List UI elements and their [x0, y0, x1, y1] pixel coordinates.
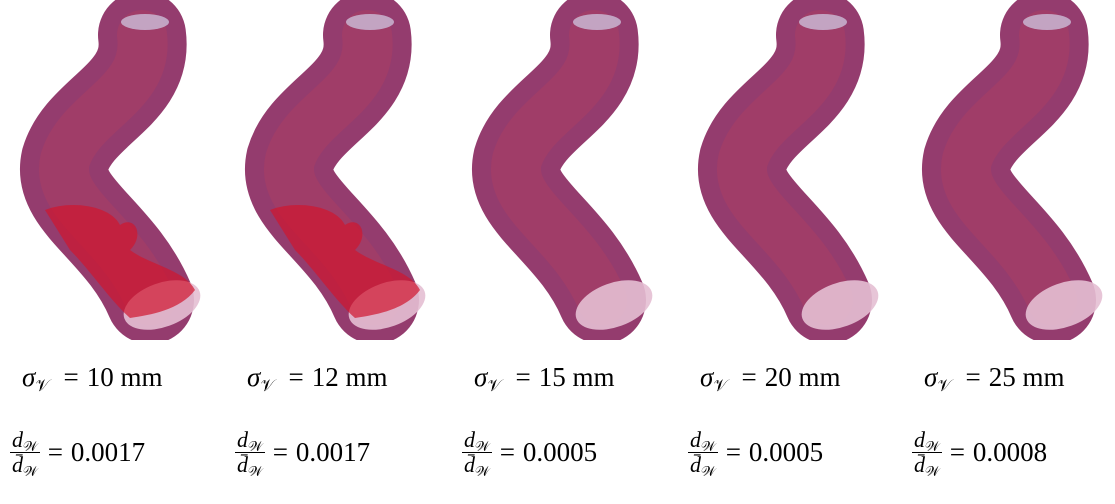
ratio-value: 0.0005	[523, 437, 597, 468]
equals: =	[289, 362, 304, 393]
sigma-value: 20 mm	[765, 362, 841, 393]
sigma-value: 15 mm	[539, 362, 615, 393]
numerator: d𝒲	[688, 428, 718, 453]
figure: σ𝒱=10 mmd𝒲d̄𝒲=0.0017σ𝒱=12 mmd𝒲d̄𝒲=0.0017…	[0, 0, 1115, 504]
equals: =	[48, 437, 63, 468]
denominator: d̄𝒲	[237, 453, 263, 477]
vessel	[45, 14, 207, 339]
equals: =	[966, 362, 981, 393]
numerator: d𝒲	[235, 428, 265, 453]
numerator: d𝒲	[10, 428, 40, 453]
w-sub: 𝒲	[475, 465, 490, 480]
d: d	[12, 427, 23, 452]
equals: =	[273, 437, 288, 468]
w-sub: 𝒲	[701, 440, 716, 455]
vessel	[966, 14, 1109, 339]
vessel-top	[573, 14, 621, 30]
equals: =	[726, 437, 741, 468]
w-sub: 𝒲	[248, 465, 263, 480]
sigma-symbol: σ	[247, 362, 260, 393]
d: d	[690, 427, 701, 452]
denominator: d̄𝒲	[12, 453, 38, 477]
denominator: d̄𝒲	[690, 453, 716, 477]
ratio-value: 0.0005	[749, 437, 823, 468]
w-sub: 𝒲	[248, 440, 263, 455]
equals: =	[64, 362, 79, 393]
d-bar: d̄	[464, 452, 475, 477]
sigma-value: 25 mm	[989, 362, 1065, 393]
sigma-symbol: σ	[22, 362, 35, 393]
w-sub: 𝒲	[701, 465, 716, 480]
sigma-subscript: 𝒱	[713, 376, 727, 396]
equals: =	[516, 362, 531, 393]
denominator: d̄𝒲	[914, 453, 940, 477]
vessel	[270, 14, 432, 339]
renderings	[0, 0, 1115, 340]
sigma-symbol: σ	[700, 362, 713, 393]
w-sub: 𝒲	[475, 440, 490, 455]
equals: =	[950, 437, 965, 468]
d-bar: d̄	[12, 452, 23, 477]
d: d	[464, 427, 475, 452]
ratio-value: 0.0008	[973, 437, 1047, 468]
sigma-value: 10 mm	[87, 362, 163, 393]
numerator: d𝒲	[912, 428, 942, 453]
d-bar: d̄	[914, 452, 925, 477]
vessel	[516, 14, 659, 339]
d: d	[237, 427, 248, 452]
vessel-top	[346, 14, 394, 30]
vessel	[742, 14, 885, 339]
sigma-symbol: σ	[474, 362, 487, 393]
numerator: d𝒲	[462, 428, 492, 453]
denominator: d̄𝒲	[464, 453, 490, 477]
d-bar: d̄	[237, 452, 248, 477]
w-sub: 𝒲	[925, 465, 940, 480]
sigma-subscript: 𝒱	[937, 376, 951, 396]
sigma-value: 12 mm	[312, 362, 388, 393]
vessel-top	[1023, 14, 1071, 30]
vessel-top	[799, 14, 847, 30]
sigma-subscript: 𝒱	[260, 376, 274, 396]
w-sub: 𝒲	[23, 465, 38, 480]
d: d	[914, 427, 925, 452]
sigma-symbol: σ	[924, 362, 937, 393]
equals: =	[742, 362, 757, 393]
w-sub: 𝒲	[925, 440, 940, 455]
w-sub: 𝒲	[23, 440, 38, 455]
d-bar: d̄	[690, 452, 701, 477]
ratio-value: 0.0017	[296, 437, 370, 468]
sigma-subscript: 𝒱	[35, 376, 49, 396]
equals: =	[500, 437, 515, 468]
ratio-value: 0.0017	[71, 437, 145, 468]
sigma-subscript: 𝒱	[487, 376, 501, 396]
vessel-top	[121, 14, 169, 30]
